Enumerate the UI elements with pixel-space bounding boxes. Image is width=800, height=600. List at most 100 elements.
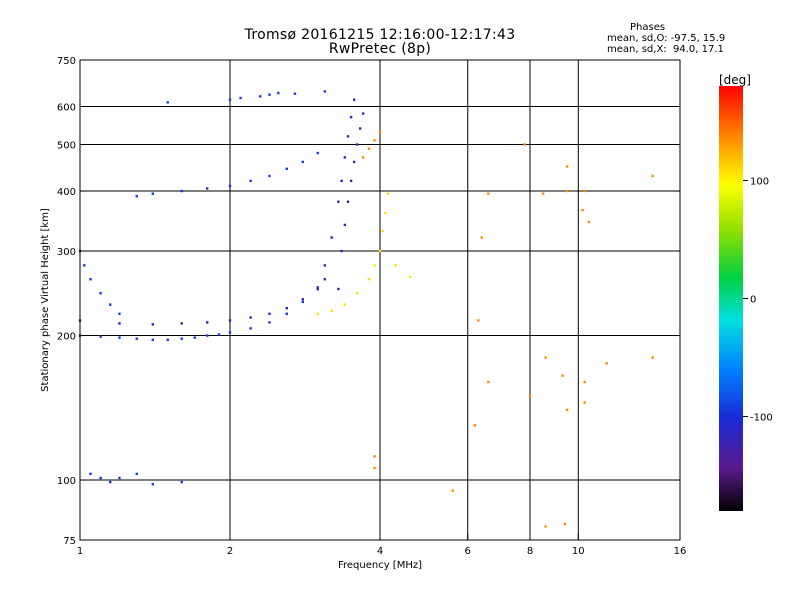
data-point <box>373 264 376 267</box>
data-point <box>151 192 155 195</box>
y-tick-label: 300 <box>57 247 76 258</box>
data-point <box>285 167 288 171</box>
phase-stats-x: mean, sd,X: 94.0, 17.1 <box>607 44 724 55</box>
chart-title: Tromsø 20161215 12:16:00-12:17:43 <box>244 27 516 43</box>
data-point <box>477 319 480 322</box>
data-point <box>361 112 365 115</box>
data-point <box>487 192 490 195</box>
data-point <box>565 408 569 412</box>
data-point <box>151 338 155 341</box>
x-tick-label: 16 <box>674 546 687 557</box>
colorbar-unit: [deg] <box>719 73 751 87</box>
data-point <box>99 292 102 295</box>
data-point <box>487 380 490 384</box>
colorbar <box>719 86 743 511</box>
data-point <box>381 229 384 233</box>
x-axis-label: Frequency [MHz] <box>338 560 422 571</box>
data-point <box>356 292 359 295</box>
data-point <box>330 309 333 313</box>
data-point <box>340 179 343 183</box>
data-point <box>193 336 197 339</box>
data-point <box>583 189 586 193</box>
data-point <box>346 135 350 138</box>
data-point <box>118 312 121 315</box>
colorbar-tick-label: 100 <box>750 176 769 187</box>
data-point <box>135 472 138 476</box>
data-point <box>480 236 483 239</box>
data-point <box>473 424 477 427</box>
data-point <box>358 127 362 130</box>
data-point <box>386 192 390 195</box>
data-point <box>528 394 532 397</box>
data-point <box>316 287 319 291</box>
y-tick-label: 200 <box>57 332 76 343</box>
colorbar-tick-label: 0 <box>750 295 756 306</box>
data-point <box>352 98 356 101</box>
data-point <box>356 143 359 146</box>
data-point <box>337 287 340 291</box>
x-axis-ticks: 1 2 4 6 8 10 16 <box>77 534 687 557</box>
data-point <box>293 92 297 95</box>
data-point <box>151 483 155 486</box>
data-point <box>323 264 327 267</box>
data-point <box>352 160 356 164</box>
data-point <box>544 525 547 528</box>
data-point <box>323 90 327 93</box>
data-point <box>330 236 333 239</box>
data-point <box>249 179 252 183</box>
data-point <box>268 93 271 96</box>
data-point <box>561 374 564 377</box>
data-point <box>581 208 584 212</box>
data-point <box>151 323 155 326</box>
data-point <box>239 96 242 100</box>
data-point <box>373 455 376 458</box>
data-point <box>409 275 412 279</box>
x-tick-label: 2 <box>227 546 233 557</box>
data-point <box>228 98 232 101</box>
data-point <box>206 334 209 337</box>
colorbar-ticks: 100 0 -100 <box>743 176 773 424</box>
data-point <box>343 156 347 159</box>
data-point <box>651 174 654 178</box>
data-point <box>349 116 353 119</box>
data-point <box>249 316 252 319</box>
data-point <box>565 165 569 168</box>
data-point <box>228 331 232 334</box>
data-point <box>277 91 280 95</box>
x-tick-label: 4 <box>377 546 383 557</box>
data-point <box>109 480 112 484</box>
data-point <box>109 303 112 306</box>
data-point <box>651 356 654 359</box>
data-point <box>118 336 121 339</box>
data-point <box>544 356 547 359</box>
data-point <box>118 322 121 325</box>
y-tick-label: 500 <box>57 141 76 152</box>
data-point <box>301 160 305 164</box>
data-point <box>228 319 232 322</box>
data-point <box>259 95 262 98</box>
data-point <box>268 321 271 324</box>
data-point <box>301 300 305 304</box>
data-point <box>583 401 586 404</box>
data-point <box>523 143 526 146</box>
data-point <box>99 335 102 338</box>
x-tick-label: 8 <box>527 546 533 557</box>
data-point <box>99 476 102 480</box>
y-axis-ticks: 75 100 200 300 400 500 600 750 <box>57 56 680 547</box>
x-tick-label: 6 <box>465 546 471 557</box>
data-point <box>316 312 319 315</box>
data-point <box>83 264 86 267</box>
y-tick-label: 75 <box>63 536 76 547</box>
data-point <box>285 312 288 315</box>
data-point <box>180 480 183 484</box>
data-point <box>343 303 347 306</box>
data-point <box>166 338 169 341</box>
data-point <box>340 249 343 253</box>
data-point <box>563 522 567 526</box>
data-point <box>228 184 232 188</box>
data-point <box>565 189 569 193</box>
data-point <box>217 333 221 336</box>
data-point <box>206 187 209 190</box>
data-point <box>135 337 138 340</box>
x-tick-label: 10 <box>572 546 585 557</box>
